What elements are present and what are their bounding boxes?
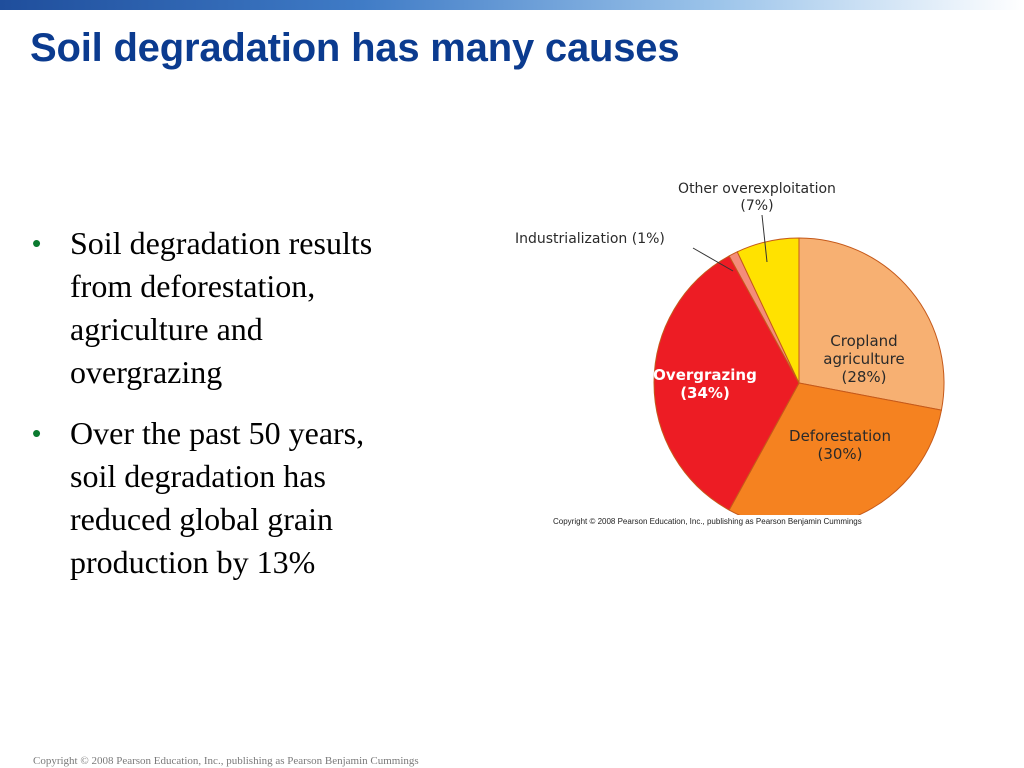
label-leader-line [692, 247, 734, 272]
pie-slice-label: Industrialization (1%) [515, 231, 665, 247]
pie-slice-label-line: Other overexploitation [678, 181, 836, 197]
pie-slice-label-line: agriculture [823, 350, 904, 368]
pie-slice-label-line: Cropland [830, 332, 897, 350]
header-gradient-bar [0, 0, 1024, 10]
pie-slice-label: Other overexploitation (7%) [678, 181, 836, 214]
pie-slice-label-line: Overgrazing [653, 366, 757, 384]
pie-slice [728, 382, 943, 515]
bullet-line: soil degradation has [70, 458, 326, 494]
pie-slice [798, 237, 945, 411]
pie-slice-label-line: (28%) [841, 368, 886, 386]
pie-slice-label-line: (7%) [740, 198, 773, 214]
chart-copyright: Copyright © 2008 Pearson Education, Inc.… [553, 517, 862, 526]
bullet-item: • Soil degradation results from deforest… [30, 222, 470, 394]
slide-title: Soil degradation has many causes [30, 26, 680, 70]
pie-slice-label: Overgrazing (34%) [653, 366, 757, 402]
bullet-line: overgrazing [70, 354, 223, 390]
bullet-line: Over the past 50 years, [70, 415, 365, 451]
label-leader-line [761, 214, 768, 263]
pie-slice-label-line: (30%) [817, 445, 862, 463]
footer-copyright: Copyright © 2008 Pearson Education, Inc.… [33, 755, 419, 767]
bullet-line: from deforestation, [70, 268, 316, 304]
pie-slice [736, 237, 800, 384]
bullet-line: agriculture and [70, 311, 263, 347]
bullet-marker: • [32, 418, 42, 448]
pie-slice-label: Cropland agriculture (28%) [823, 332, 904, 386]
bullet-line: reduced global grain [70, 501, 333, 537]
pie-slice-label-line: (34%) [680, 384, 730, 402]
bullet-item: • Over the past 50 years, soil degradati… [30, 412, 470, 584]
pie-slice [653, 255, 800, 511]
pie-chart: Cropland agriculture (28%) Deforestation (30… [515, 181, 945, 515]
pie-slice-label-line: Industrialization (1%) [515, 231, 665, 247]
bullet-marker: • [32, 228, 42, 258]
bullet-line: Soil degradation results [70, 225, 373, 261]
pie-slice-label: Deforestation (30%) [789, 427, 891, 463]
bullet-list: • Soil degradation results from deforest… [30, 222, 470, 602]
pie-slice-label-line: Deforestation [789, 427, 891, 445]
bullet-line: production by 13% [70, 544, 316, 580]
